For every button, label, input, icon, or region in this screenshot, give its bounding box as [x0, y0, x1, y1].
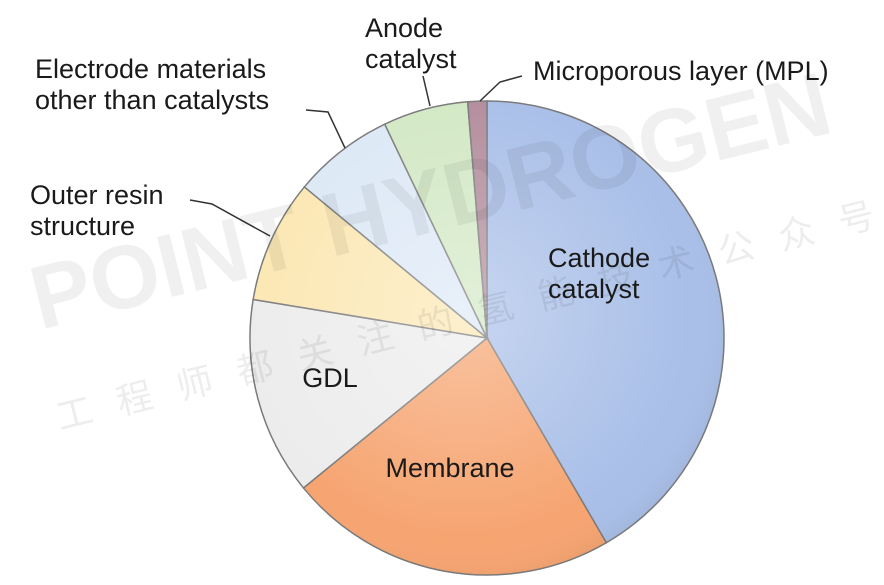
leader-line	[479, 75, 523, 102]
slice-label: GDL	[302, 363, 358, 393]
slice-label: Outer resin structure	[30, 180, 171, 241]
slice-label: Electrode materials other than catalysts	[35, 54, 274, 115]
slice-label: Cathode catalyst	[548, 243, 658, 304]
leader-line	[189, 199, 271, 237]
slice-label: Membrane	[385, 453, 514, 483]
slice-label: Anode catalyst	[365, 13, 457, 74]
labels: Cathode catalyst Membrane GDL Outer resin s…	[30, 13, 829, 483]
leader-line	[305, 109, 346, 149]
slice-label: Microporous layer (MPL)	[533, 56, 829, 86]
leader-line	[422, 75, 431, 107]
leader-lines	[189, 75, 523, 237]
